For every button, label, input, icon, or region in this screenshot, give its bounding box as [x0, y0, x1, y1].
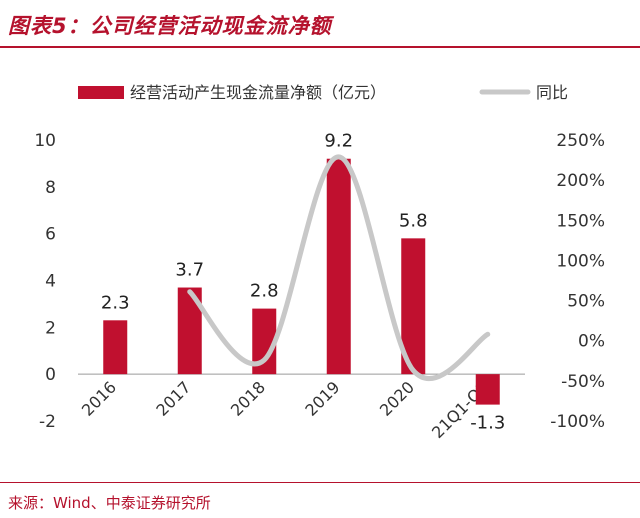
data-label: 5.8: [399, 210, 428, 231]
y-right-tick-label: 150%: [556, 211, 605, 231]
data-label: -1.3: [470, 413, 505, 434]
x-tick-label: 2016: [78, 378, 120, 420]
y-right-tick-label: 200%: [556, 171, 605, 191]
y-left-tick-label: 4: [45, 272, 56, 292]
y-right-tick-label: 0%: [578, 332, 605, 352]
data-label: 9.2: [324, 131, 353, 152]
legend-label-line: 同比: [536, 83, 568, 102]
yoy-line: [187, 154, 491, 381]
y-left-tick-label: 2: [45, 318, 56, 338]
y-left-tick-label: 6: [45, 225, 56, 245]
x-tick-label: 2020: [376, 378, 418, 420]
data-label: 2.3: [101, 292, 130, 313]
legend-label-bar: 经营活动产生现金流量净额（亿元）: [130, 83, 386, 102]
axes: -2 0 2 4 6 8 10 -100% -50% 0% 50% 100% 150% 200% 250% 2…: [34, 131, 605, 442]
bar: [475, 374, 500, 405]
data-label: 3.7: [175, 260, 204, 281]
x-tick-label: 2018: [227, 378, 269, 420]
x-tick-label: 2019: [301, 378, 343, 420]
y-right-tick-label: -50%: [561, 372, 605, 392]
data-labels: 2.3 3.7 2.8 9.2 5.8 -1.3: [101, 131, 505, 434]
data-label: 2.8: [250, 281, 279, 302]
source-note: 来源：Wind、中泰证券研究所: [8, 494, 211, 512]
chart-title: 图表5：公司经营活动现金流净额: [8, 14, 332, 38]
bar: [326, 158, 351, 375]
y-right-tick-label: 50%: [567, 292, 605, 312]
chart: 经营活动产生现金流量净额（亿元） 同比 -2 0 2 4 6 8 10 -100% -50% 0%…: [34, 83, 605, 442]
y-right-tick-label: 100%: [556, 251, 605, 271]
yoy-line-path: [187, 154, 491, 381]
legend: 经营活动产生现金流量净额（亿元） 同比: [78, 83, 568, 102]
y-left-tick-label: -2: [39, 412, 56, 432]
title-divider: [0, 46, 640, 48]
footer-divider: [0, 482, 640, 483]
y-left-tick-label: 0: [45, 365, 56, 385]
y-left-tick-label: 8: [45, 178, 56, 198]
x-tick-label: 2017: [152, 378, 194, 420]
bars: [103, 158, 500, 405]
y-right-tick-label: -100%: [550, 412, 605, 432]
y-left-tick-label: 10: [34, 131, 56, 151]
bar: [103, 320, 128, 375]
y-right-tick-label: 250%: [556, 131, 605, 151]
legend-swatch-bar: [78, 86, 124, 99]
